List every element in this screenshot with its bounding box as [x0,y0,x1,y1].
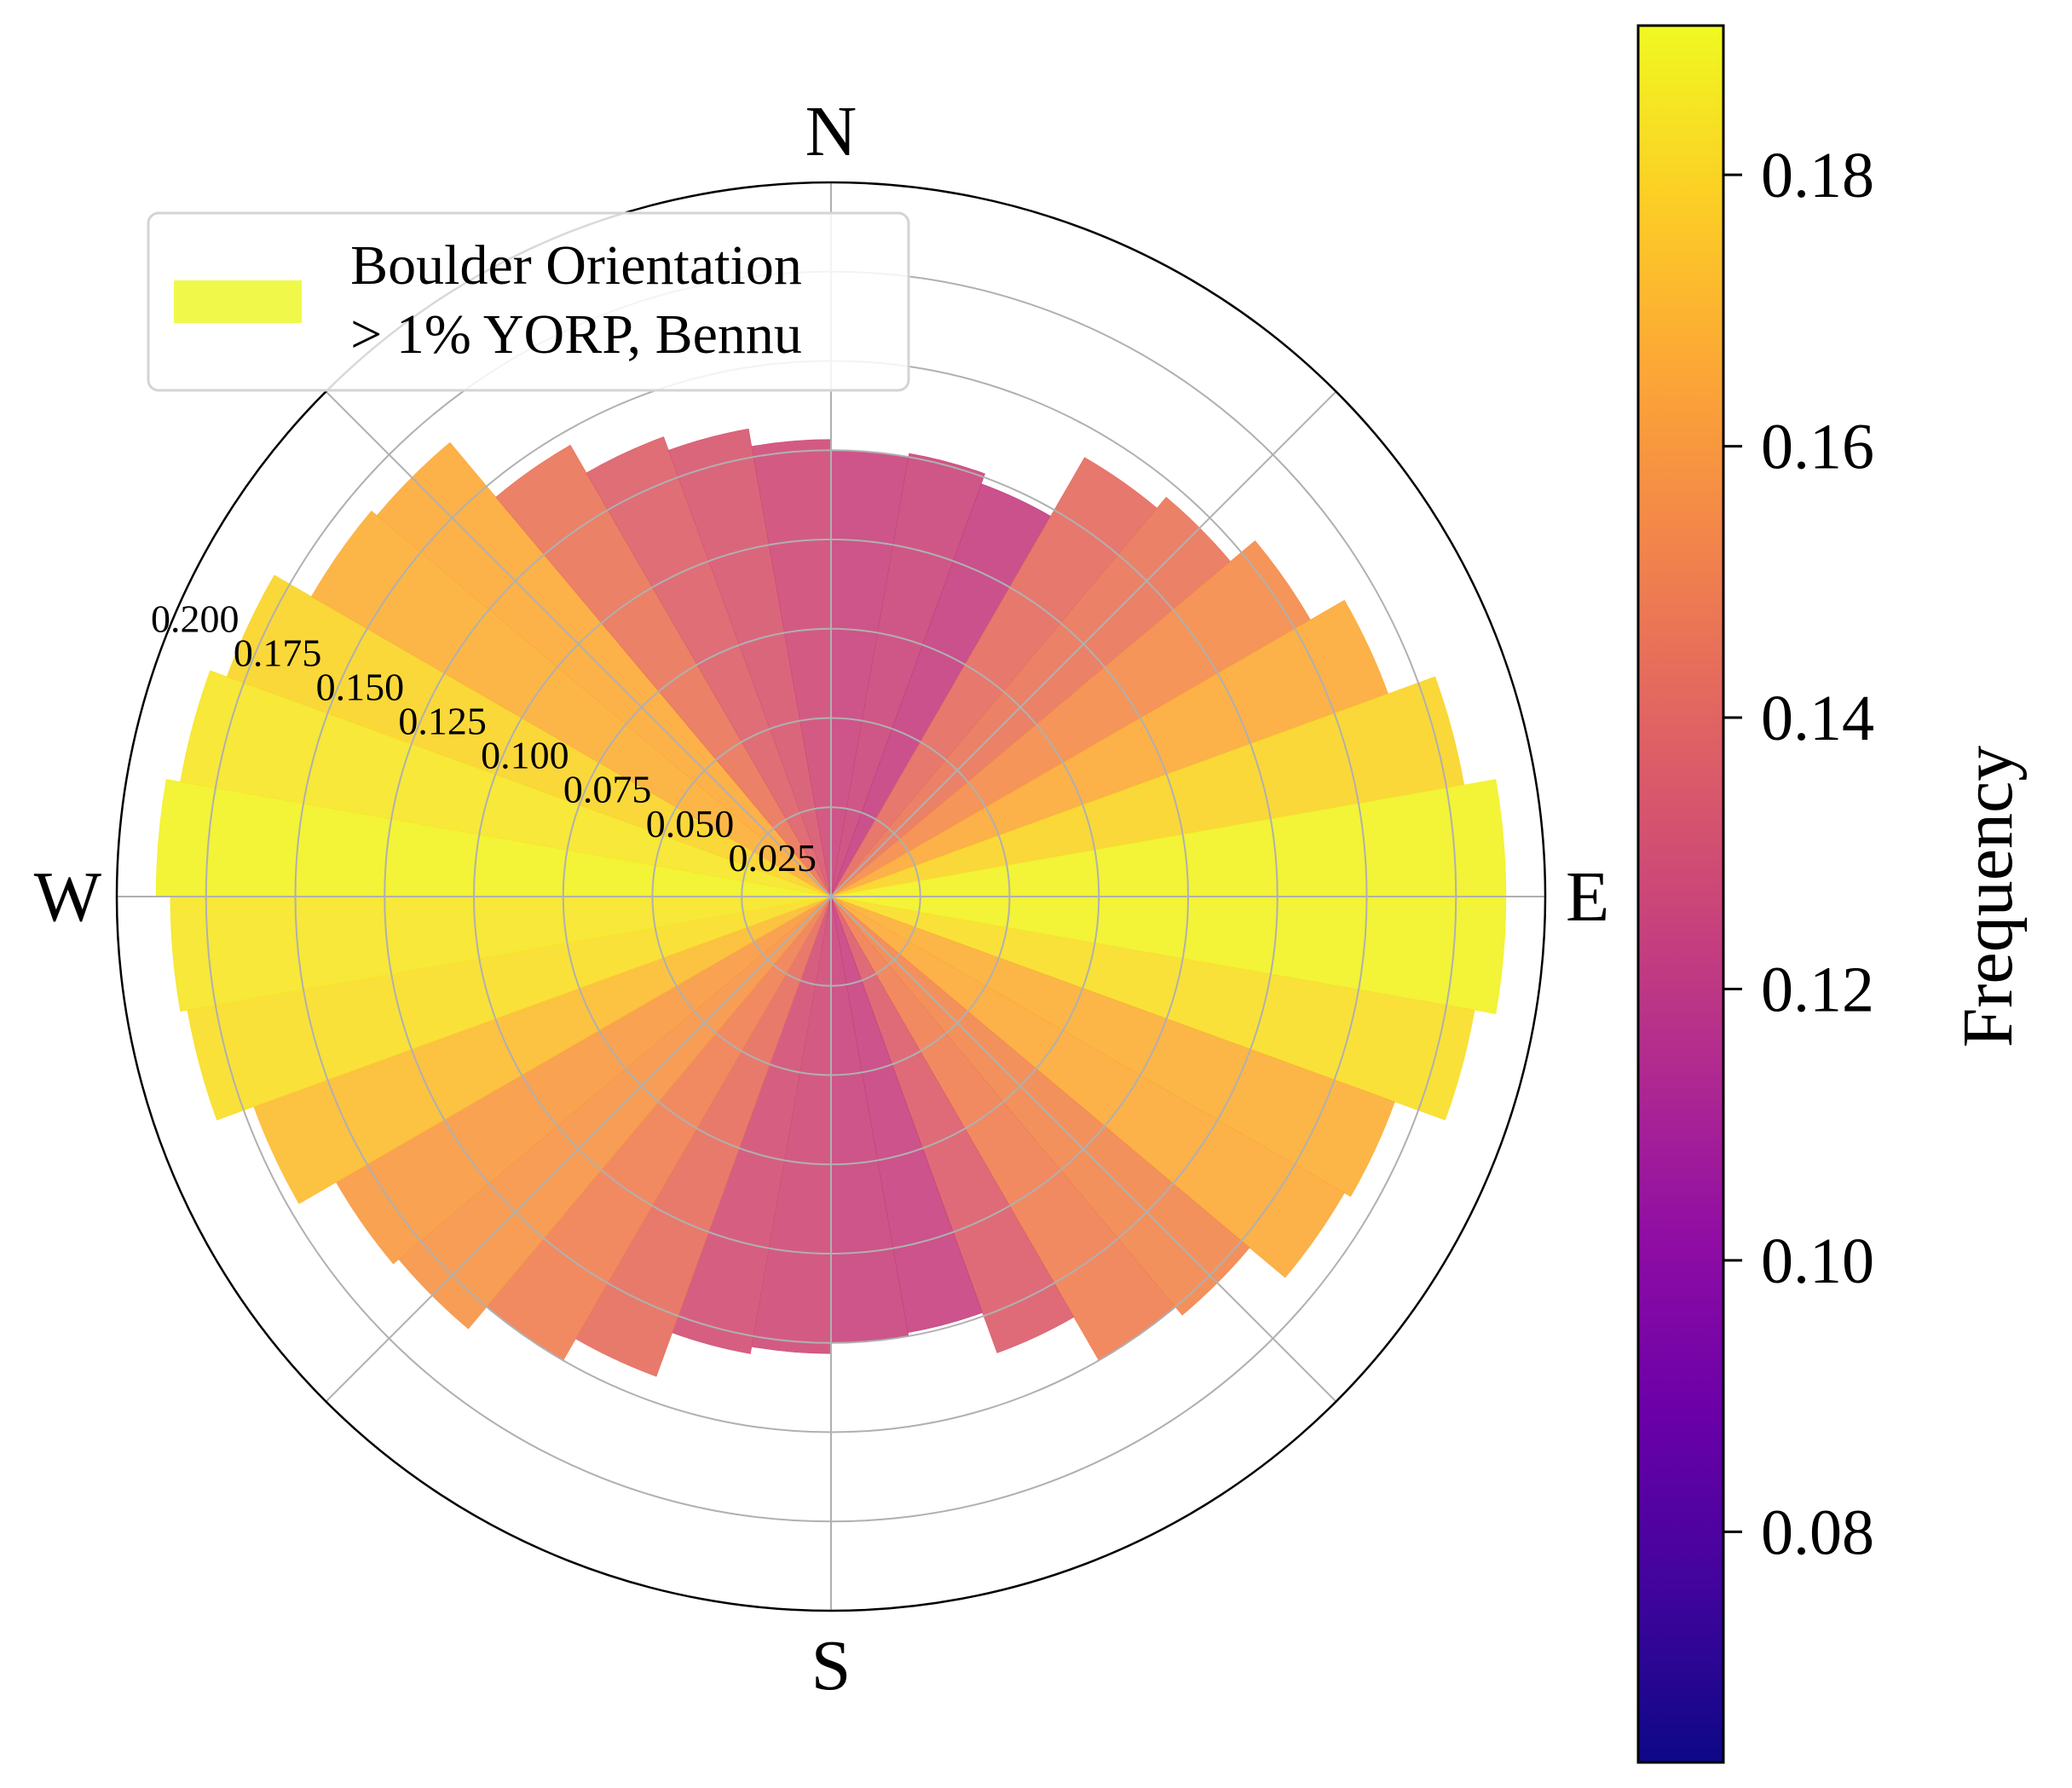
colorbar-gradient [1636,24,1725,1764]
legend-label-line2: > 1% YORP, Bennu [350,303,802,366]
colorbar-ticks: 0.08 0.10 0.12 0.14 0.16 0.18 [1723,140,1874,1568]
south-label: S [811,1626,851,1705]
colorbar-tick-label-2: 0.12 [1761,954,1874,1025]
colorbar-tick-label-1: 0.10 [1761,1226,1874,1297]
angular-gridline-225 [325,896,832,1403]
polar-bar-30 [310,510,832,897]
west-label: W [34,857,102,937]
polar-bar-34 [668,428,832,897]
radial-tick-label-2: 0.075 [563,768,652,811]
colorbar-tick-label-4: 0.16 [1761,412,1874,483]
polar-bar-11 [830,896,1395,1197]
legend-label-line1: Boulder Orientation [350,234,802,297]
polar-bars [155,428,1507,1377]
polar-bar-29 [226,574,832,897]
polar-bar-33 [586,436,832,897]
legend-swatch [174,280,302,323]
legend: Boulder Orientation > 1% YORP, Bennu [147,211,910,392]
polar-bar-1 [830,453,985,897]
radial-tick-label-3: 0.100 [481,734,569,777]
angular-gridline-135 [830,896,1337,1403]
legend-box [147,211,910,392]
colorbar: 0.08 0.10 0.12 0.14 0.16 0.18 Frequency [1636,24,2028,1764]
radial-tick-label-0: 0.025 [728,836,817,880]
radial-tick-label-6: 0.175 [234,631,322,674]
colorbar-tick-label-0: 0.08 [1761,1497,1874,1568]
colorbar-tick-label-3: 0.14 [1761,683,1874,754]
polar-bar-28 [180,670,832,897]
radial-tick-label-4: 0.125 [398,700,487,743]
north-label: N [805,92,857,171]
angular-gridline-45 [830,390,1337,897]
polar-bar-12 [830,896,1345,1278]
polar-bar-15 [830,896,1075,1353]
radial-tick-label-5: 0.150 [316,665,405,708]
polar-bar-10 [830,896,1475,1121]
polar-gridlines [117,182,1545,1611]
polar-axes: 0.0250.0500.0750.1000.1250.1500.1750.200… [34,92,1610,1705]
colorbar-tick-label-5: 0.18 [1761,140,1874,211]
angular-gridline-315 [325,390,832,897]
radial-tick-label-7: 0.200 [151,597,240,640]
radial-tick-label-1: 0.050 [646,802,735,845]
polar-outer-ring [115,181,1547,1612]
polar-bar-32 [495,444,832,897]
east-label: E [1566,857,1609,937]
colorbar-label: Frequency [1948,746,2028,1048]
